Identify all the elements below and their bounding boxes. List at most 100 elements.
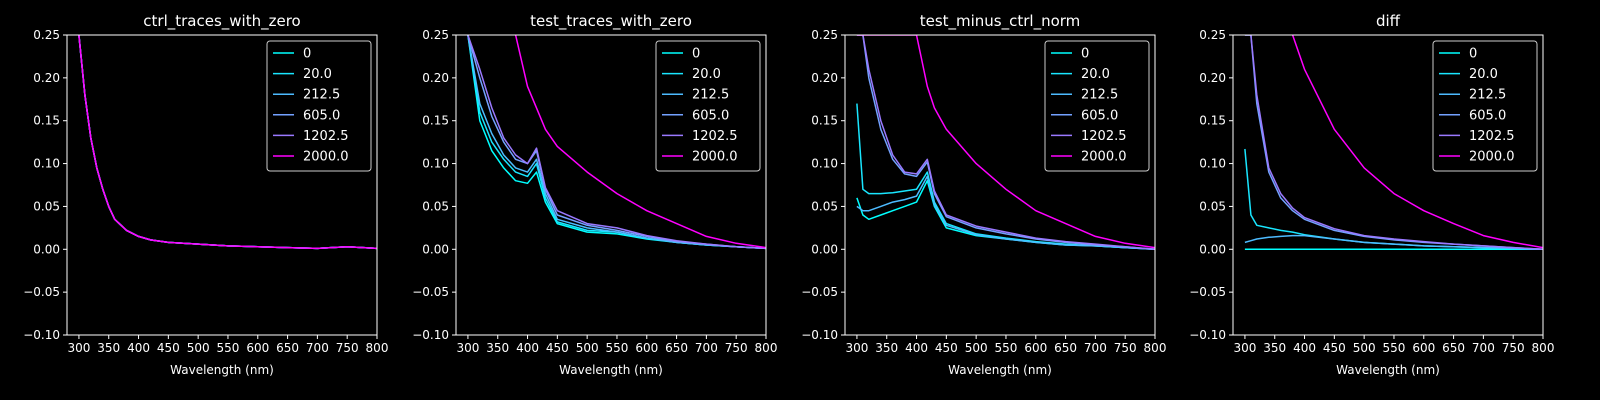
y-tick-label: 0.20 <box>811 71 838 85</box>
y-tick-label: 0.00 <box>33 242 60 256</box>
y-tick-label: −0.10 <box>412 328 449 342</box>
chart-panel: ctrl_traces_with_zero 300 350 400 450 500 550 6… <box>23 12 388 377</box>
y-tick-label: 0.25 <box>422 28 449 42</box>
x-tick-label: 700 <box>695 341 718 355</box>
legend: 0 20.0 212.5 605.0 1202.5 2000.0 <box>266 40 372 172</box>
legend-label: 605.0 <box>692 108 729 123</box>
x-tick-label: 400 <box>905 341 928 355</box>
y-tick-label: −0.05 <box>412 285 449 299</box>
x-tick-label: 750 <box>1114 341 1137 355</box>
y-tick-label: 0.25 <box>811 28 838 42</box>
x-tick-label: 550 <box>606 341 629 355</box>
y-tick-label: 0.05 <box>422 199 449 213</box>
legend: 0 20.0 212.5 605.0 1202.5 2000.0 <box>1044 40 1150 172</box>
x-tick-label: 650 <box>665 341 688 355</box>
x-tick-label: 750 <box>1502 341 1525 355</box>
x-tick-label: 800 <box>1144 341 1167 355</box>
series-line-1202.5 <box>856 35 1155 251</box>
y-tick-label: −0.10 <box>23 328 60 342</box>
x-tick-label: 700 <box>1472 341 1495 355</box>
legend-label: 2000.0 <box>1081 150 1127 165</box>
series-group <box>78 35 377 250</box>
x-axis-label: Wavelength (nm) <box>170 363 274 377</box>
x-axis-label: Wavelength (nm) <box>1336 363 1440 377</box>
y-tick-label: 0.10 <box>33 157 60 171</box>
series-group <box>1244 35 1543 251</box>
x-tick-label: 500 <box>965 341 988 355</box>
x-tick-label: 550 <box>1383 341 1406 355</box>
x-tick-label: 300 <box>456 341 479 355</box>
series-line-212.5 <box>467 35 766 250</box>
legend-label: 212.5 <box>1081 88 1118 103</box>
legend-label: 20.0 <box>1081 67 1110 82</box>
x-tick-label: 650 <box>1442 341 1465 355</box>
legend-label: 1202.5 <box>1469 129 1515 144</box>
x-tick-label: 800 <box>1532 341 1555 355</box>
legend-label: 0 <box>692 47 700 62</box>
x-tick-label: 750 <box>725 341 748 355</box>
x-tick-label: 350 <box>875 341 898 355</box>
x-axis-label: Wavelength (nm) <box>559 363 663 377</box>
legend: 0 20.0 212.5 605.0 1202.5 2000.0 <box>655 40 761 172</box>
x-tick-label: 400 <box>127 341 150 355</box>
legend-label: 20.0 <box>303 67 332 82</box>
y-tick-label: 0.10 <box>1199 157 1226 171</box>
legend-label: 0 <box>1469 47 1477 62</box>
y-tick-label: 0.05 <box>1199 199 1226 213</box>
y-tick-label: −0.05 <box>23 285 60 299</box>
series-line-212.5 <box>1244 234 1543 251</box>
y-tick-label: 0.00 <box>811 242 838 256</box>
x-tick-label: 600 <box>1024 341 1047 355</box>
legend-label: 605.0 <box>1081 108 1118 123</box>
y-tick-label: 0.25 <box>1199 28 1226 42</box>
y-tick-label: 0.05 <box>811 199 838 213</box>
x-tick-label: 600 <box>246 341 269 355</box>
y-tick-label: −0.10 <box>1189 328 1226 342</box>
x-tick-label: 450 <box>1323 341 1346 355</box>
y-tick-label: 0.15 <box>33 114 60 128</box>
y-tick-label: 0.25 <box>33 28 60 42</box>
x-tick-label: 800 <box>755 341 778 355</box>
y-tick-label: −0.05 <box>1189 285 1226 299</box>
x-tick-label: 750 <box>336 341 359 355</box>
x-tick-label: 350 <box>486 341 509 355</box>
chart-panel: test_traces_with_zero 300 350 400 450 500 550 6… <box>412 12 777 377</box>
x-tick-label: 300 <box>845 341 868 355</box>
legend-label: 2000.0 <box>1469 150 1515 165</box>
x-tick-label: 300 <box>1233 341 1256 355</box>
chart-title: ctrl_traces_with_zero <box>143 12 300 31</box>
y-tick-label: 0.20 <box>33 71 60 85</box>
x-tick-label: 500 <box>1353 341 1376 355</box>
series-group <box>467 35 766 250</box>
legend-label: 0 <box>1081 47 1089 62</box>
legend-label: 605.0 <box>1469 108 1506 123</box>
legend-label: 1202.5 <box>692 129 738 144</box>
axes-frame <box>844 34 1156 336</box>
x-tick-label: 450 <box>546 341 569 355</box>
axes-frame <box>1232 34 1544 336</box>
x-tick-label: 700 <box>1084 341 1107 355</box>
series-line-1202.5 <box>467 35 766 250</box>
x-tick-label: 300 <box>67 341 90 355</box>
series-line-2000.0 <box>78 35 377 250</box>
series-line-212.5 <box>856 175 1155 251</box>
y-tick-label: −0.05 <box>801 285 838 299</box>
x-tick-label: 400 <box>1293 341 1316 355</box>
y-tick-label: 0.15 <box>811 114 838 128</box>
x-tick-label: 550 <box>995 341 1018 355</box>
legend-label: 20.0 <box>692 67 721 82</box>
legend-label: 212.5 <box>303 88 340 103</box>
x-tick-label: 450 <box>935 341 958 355</box>
legend-label: 20.0 <box>1469 67 1498 82</box>
legend-label: 212.5 <box>692 88 729 103</box>
x-tick-label: 400 <box>516 341 539 355</box>
x-tick-label: 600 <box>1412 341 1435 355</box>
series-group <box>856 35 1155 251</box>
x-tick-label: 350 <box>97 341 120 355</box>
legend-label: 1202.5 <box>1081 129 1127 144</box>
x-tick-label: 350 <box>1263 341 1286 355</box>
chart-title: test_traces_with_zero <box>530 12 692 31</box>
series-line-2000.0 <box>856 35 1155 249</box>
y-tick-label: 0.20 <box>422 71 449 85</box>
